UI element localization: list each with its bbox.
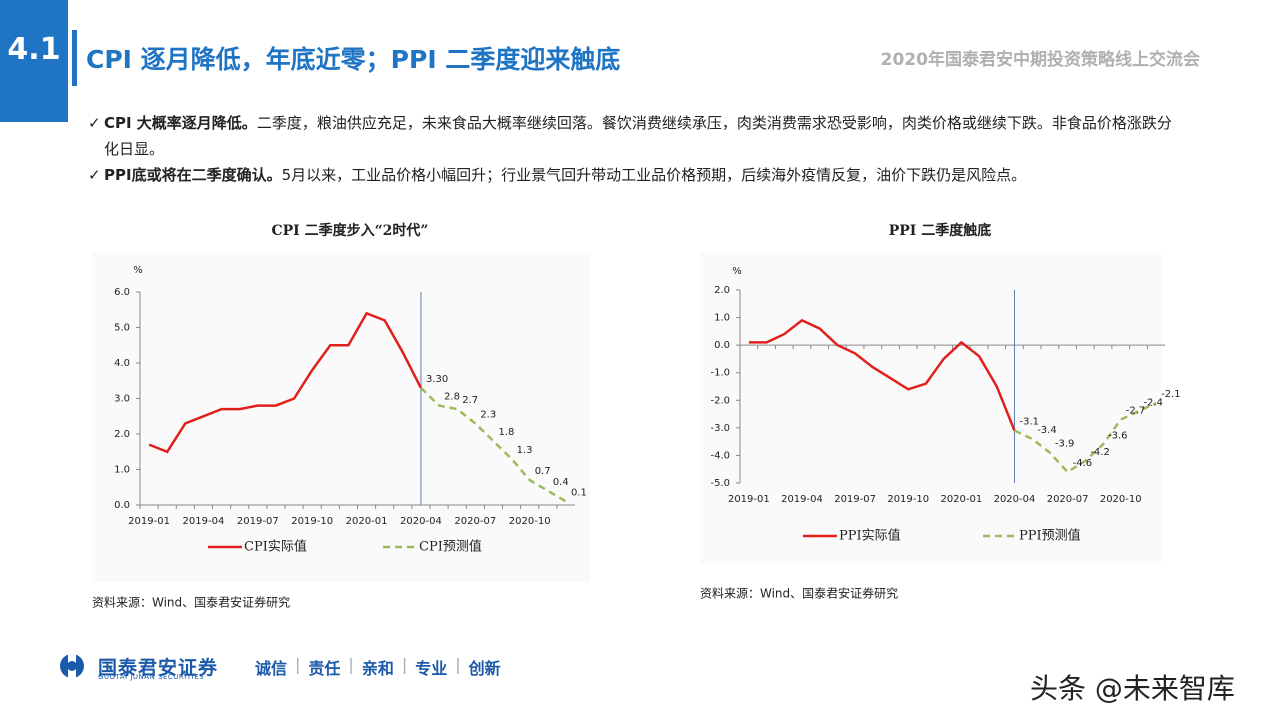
y-tick-label: 6.0 [114, 287, 130, 298]
company-value: 亲和 [361, 659, 394, 678]
section-box [0, 0, 68, 122]
x-tick-label: 2019-07 [834, 494, 876, 505]
data-label: 0.4 [553, 477, 569, 488]
bullet-bold: PPI底或将在二季度确认。 [104, 166, 282, 184]
heading: CPI 逐月降低，年底近零；PPI 二季度迎来触底 [86, 45, 621, 74]
data-label: 0.7 [535, 466, 551, 477]
legend-label: PPI实际值 [839, 528, 901, 544]
logo [60, 654, 84, 678]
data-label: -3.1 [1019, 417, 1039, 428]
y-tick-label: 2.0 [114, 429, 130, 440]
separator: | [348, 655, 354, 674]
company-value: 专业 [415, 659, 448, 678]
separator: | [401, 655, 408, 674]
data-label: 2.3 [480, 409, 496, 420]
data-label: 3.30 [426, 374, 448, 385]
chart-panel [700, 252, 1162, 564]
x-tick-label: 2020-10 [1100, 494, 1142, 505]
series-line [748, 318, 1016, 432]
chart-title: PPI 二季度触底 [889, 222, 991, 239]
data-label: 0.1 [571, 487, 587, 498]
data-label: 1.3 [517, 445, 533, 456]
bullet-bold: CPI 大概率逐月降低。 [104, 114, 257, 132]
x-tick-label: 2019-10 [291, 516, 333, 527]
legend-label: CPI预测值 [419, 539, 482, 555]
bullet: PPI底或将在二季度确认。5月以来，工业品价格小幅回升；行业景气回升带动工业品价… [88, 162, 1173, 188]
data-label: 2.8 [444, 392, 460, 403]
data-label: -3.6 [1108, 430, 1128, 441]
source-note: 资料来源：Wind、国泰君安证券研究 [700, 586, 898, 601]
company-name-en: GUOTAI JUNAN SECURITIES [98, 673, 205, 681]
watermark: 头条 @未来智库 [1030, 672, 1235, 705]
legend-label: PPI预测值 [1019, 528, 1081, 544]
y-tick-label: -5.0 [710, 478, 730, 489]
y-tick-label: -4.0 [710, 450, 730, 461]
y-tick-label: 4.0 [114, 358, 130, 369]
bullet-text: 二季度，粮油供应充足，未来食品大概率继续回落。餐饮消费继续承压，肉类消费需求恐受… [104, 114, 1172, 158]
x-tick-label: 2020-04 [400, 516, 442, 527]
y-tick-label: -2.0 [710, 395, 730, 406]
chart-title: CPI 二季度步入“2时代” [272, 222, 429, 239]
chart-panel [92, 252, 590, 582]
separator: | [455, 655, 461, 674]
series-line [148, 311, 423, 454]
series-line [420, 387, 567, 503]
x-tick-label: 2020-07 [454, 516, 496, 527]
y-tick-label: 1.0 [714, 313, 730, 324]
x-tick-label: 2020-10 [509, 516, 551, 527]
event-title: 2020年国泰君安中期投资策略线上交流会 [880, 50, 1200, 70]
company-value: 责任 [308, 659, 341, 678]
x-tick-label: 2020-04 [994, 494, 1036, 505]
data-label: -3.9 [1055, 439, 1075, 450]
axis-unit: % [732, 266, 742, 277]
section-number: 4.1 [7, 32, 61, 67]
data-label: 1.8 [498, 427, 514, 438]
data-label: -3.4 [1037, 425, 1057, 436]
y-tick-label: 3.0 [114, 394, 130, 405]
x-tick-label: 2019-01 [728, 494, 770, 505]
x-tick-label: 2020-07 [1047, 494, 1089, 505]
x-tick-label: 2019-10 [887, 494, 929, 505]
x-tick-label: 2019-04 [183, 516, 225, 527]
company-value: 诚信 [255, 659, 288, 678]
bullet-text: 5月以来，工业品价格小幅回升；行业景气回升带动工业品价格预期，后续海外疫情反复，… [281, 166, 1027, 184]
x-tick-label: 2019-04 [781, 494, 823, 505]
legend-label: CPI实际值 [244, 539, 307, 555]
data-label: -2.4 [1143, 397, 1163, 408]
y-tick-label: -3.0 [710, 423, 730, 434]
axis-unit: % [133, 265, 143, 276]
x-tick-label: 2020-01 [940, 494, 982, 505]
data-label: -2.1 [1161, 389, 1181, 400]
company-values: 诚信 | 责任 | 亲和 | 专业 | 创新 [255, 655, 501, 679]
x-tick-label: 2020-01 [346, 516, 388, 527]
y-tick-label: 0.0 [114, 500, 130, 511]
y-tick-label: 0.0 [714, 340, 730, 351]
source-note: 资料来源：Wind、国泰君安证券研究 [92, 595, 290, 610]
data-label: -4.2 [1090, 447, 1110, 458]
data-label: 2.7 [462, 395, 478, 406]
y-tick-label: 2.0 [714, 285, 730, 296]
series-line [1013, 401, 1157, 474]
data-label: -2.7 [1126, 406, 1146, 417]
y-tick-label: 1.0 [114, 465, 130, 476]
x-tick-label: 2019-01 [128, 516, 170, 527]
data-label: -4.6 [1073, 458, 1093, 469]
y-tick-label: -1.0 [710, 368, 730, 379]
company-value: 创新 [468, 659, 501, 678]
separator: | [295, 655, 301, 674]
bullet-list: CPI 大概率逐月降低。二季度，粮油供应充足，未来食品大概率继续回落。餐饮消费继… [88, 110, 1173, 188]
company-name: 国泰君安证券 [98, 657, 219, 679]
y-tick-label: 5.0 [114, 323, 130, 334]
x-tick-label: 2019-07 [237, 516, 279, 527]
heading-bar [72, 30, 77, 86]
bullet: CPI 大概率逐月降低。二季度，粮油供应充足，未来食品大概率继续回落。餐饮消费继… [88, 110, 1173, 162]
